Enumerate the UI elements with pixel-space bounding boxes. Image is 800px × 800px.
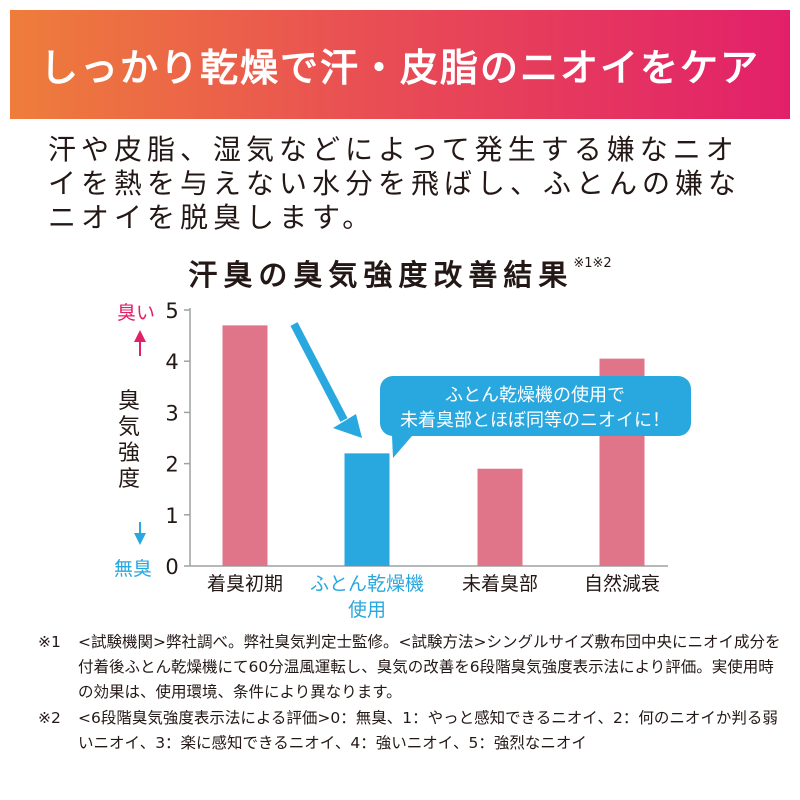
callout-text-line2: 未着臭部とほぼ同等のニオイに！ [400,410,670,431]
category-label-1: 着臭初期 [207,573,283,595]
callout-arrow-shaft [290,322,348,422]
bar-3 [477,468,523,566]
category-label-4: 自然減衰 [584,573,660,595]
y-marker-none: 無臭 [114,558,152,580]
intro-text: 汗や皮脂、湿気などによって発生する嫌なニオイを熱を与えない水分を飛ばし、ふとんの… [48,133,742,234]
banner-title: しっかり乾燥で汗・皮脂のニオイをケア [39,46,760,90]
y-tick-label: 0 [165,555,178,579]
callout-text-line1: ふとん乾燥機の使用で [445,385,625,406]
y-axis-label-char: 気 [118,415,140,440]
footnote-2-text: <6段階臭気強度表示法による評価>0：無臭、1：やっと感知できるニオイ、2：何の… [78,709,778,752]
y-axis-label-char: 度 [118,467,140,492]
callout-arrow-head-icon [333,414,362,438]
category-label-3: 未着臭部 [462,573,538,595]
chart-title-text: 汗臭の臭気強度改善結果 [188,258,574,292]
bar-1 [222,325,268,566]
chart-title-note: ※1※2 [573,256,612,271]
callout-box [380,376,691,436]
header-banner: しっかり乾燥で汗・皮脂のニオイをケア [10,10,790,119]
y-tick-label: 5 [165,299,178,323]
chart-title: 汗臭の臭気強度改善結果※1※2 [0,252,800,294]
bar-2 [344,453,390,566]
y-tick-label: 3 [165,401,178,425]
callout-tail [392,436,412,458]
down-arrow-icon [134,533,146,545]
footnote-1-text: <試験機関>弊社調べ。弊社臭気判定士監修。<試験方法>シングルサイズ敷布団中央に… [78,633,781,701]
bars [222,325,645,566]
y-tick-label: 1 [165,504,178,528]
footnote-2-mark: ※2 [38,709,61,727]
footnotes: ※1 <試験機関>弊社調べ。弊社臭気判定士監修。<試験方法>シングルサイズ敷布団中… [38,630,783,757]
category-label-2-line2: 使用 [348,599,386,621]
y-marker-strong: 臭い [117,302,155,324]
y-tick-label: 4 [165,350,178,374]
y-axis-label-char: 臭 [118,389,140,414]
up-arrow-icon [134,330,146,342]
category-label-2: ふとん乾燥機 [310,573,424,595]
y-axis-label-char: 強 [118,441,140,466]
footnote-1-mark: ※1 [38,633,61,651]
footnote-2: ※2 <6段階臭気強度表示法による評価>0：無臭、1：やっと感知できるニオイ、2：… [38,706,783,756]
y-tick-label: 2 [165,453,178,477]
y-axis: 0 1 2 3 4 5 臭気強度 [118,299,668,579]
footnote-1: ※1 <試験機関>弊社調べ。弊社臭気判定士監修。<試験方法>シングルサイズ敷布団中… [38,630,783,705]
